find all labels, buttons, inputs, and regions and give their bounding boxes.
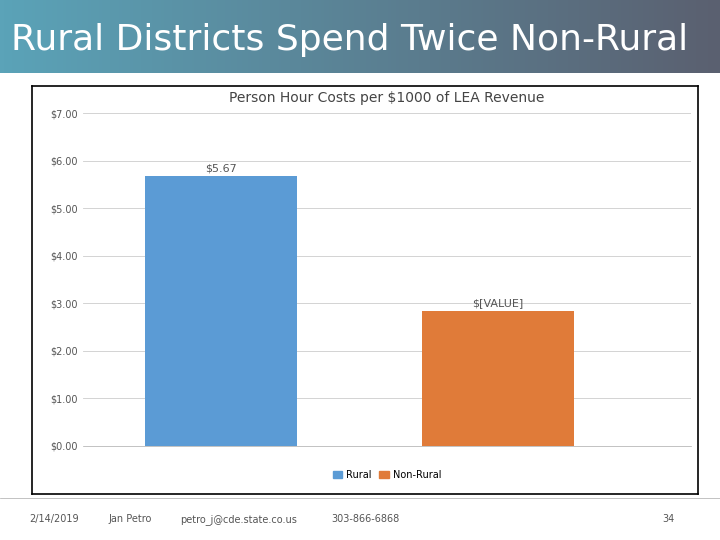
Text: $[VALUE]: $[VALUE] xyxy=(472,298,523,308)
Bar xyxy=(422,310,574,446)
Text: Jan Petro: Jan Petro xyxy=(108,514,151,524)
Text: 2/14/2019: 2/14/2019 xyxy=(29,514,78,524)
Text: Rural Districts Spend Twice Non-Rural: Rural Districts Spend Twice Non-Rural xyxy=(11,23,688,57)
Text: petro_j@cde.state.co.us: petro_j@cde.state.co.us xyxy=(180,514,297,525)
Text: 34: 34 xyxy=(662,514,675,524)
Legend: Rural, Non-Rural: Rural, Non-Rural xyxy=(328,466,446,484)
Text: 303-866-6868: 303-866-6868 xyxy=(331,514,400,524)
Title: Person Hour Costs per $1000 of LEA Revenue: Person Hour Costs per $1000 of LEA Reven… xyxy=(229,91,545,105)
Bar xyxy=(145,177,297,446)
Text: $5.67: $5.67 xyxy=(205,164,237,174)
